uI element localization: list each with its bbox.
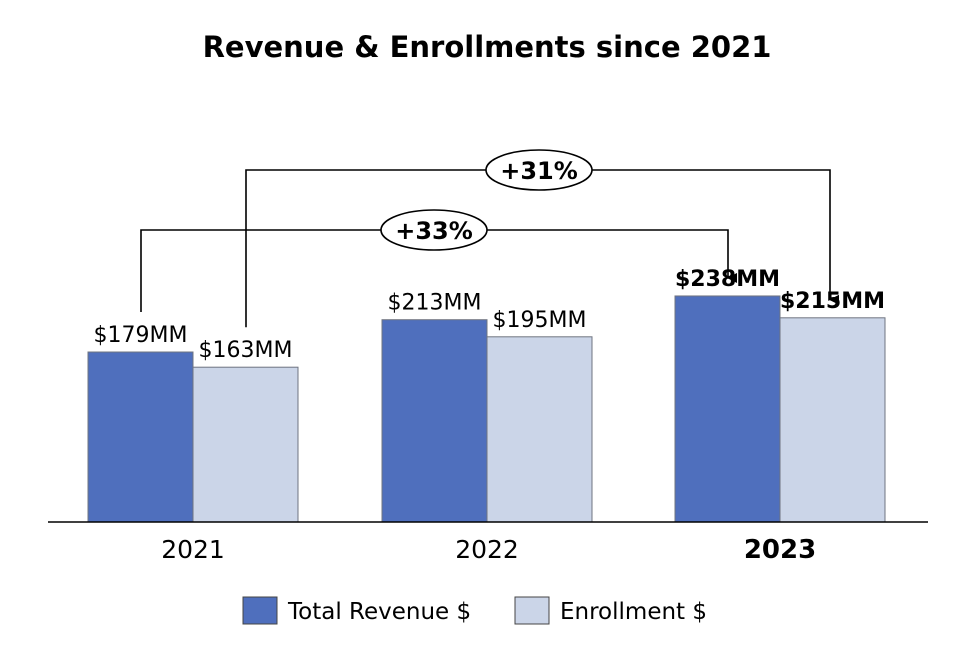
bar-total-revenue-2022 — [381, 319, 488, 523]
growth-badge — [485, 149, 593, 191]
x-tick-2022: 2022 — [455, 535, 519, 564]
growth-badge-label: +33% — [395, 217, 473, 245]
data-label-enrollment-2021: $163MM — [199, 338, 293, 363]
data-label-total-revenue-2022: $213MM — [388, 291, 482, 316]
growth-badge-label: +31% — [500, 157, 578, 185]
legend-swatch-enrollment — [514, 596, 550, 625]
bar-total-revenue-2021 — [87, 351, 194, 523]
data-label-enrollment-2023: $215MM — [780, 289, 885, 314]
legend: Total Revenue $ Enrollment $ — [242, 596, 707, 625]
growth-badge — [380, 209, 488, 251]
value-labels: $179MM $213MM $238MM $163MM $195MM $215MM — [94, 267, 885, 363]
bar-total-revenue-2023 — [674, 295, 781, 523]
bar-enrollment-2023 — [779, 317, 886, 523]
bar-group — [87, 295, 886, 523]
bar-enrollment-2022 — [486, 336, 593, 523]
data-label-total-revenue-2021: $179MM — [94, 323, 188, 348]
x-tick-2023: 2023 — [744, 535, 816, 565]
bar-enrollment-2021 — [192, 366, 299, 523]
growth-annotations: +31% +33% — [140, 149, 839, 328]
legend-label-total-revenue: Total Revenue $ — [287, 599, 471, 625]
legend-label-enrollment: Enrollment $ — [560, 599, 707, 625]
data-label-total-revenue-2023: $238MM — [675, 267, 780, 292]
x-axis-ticks: 2021 2022 2023 — [161, 535, 816, 565]
legend-swatch-total-revenue — [242, 596, 278, 625]
chart-title: Revenue & Enrollments since 2021 — [203, 30, 772, 64]
x-tick-2021: 2021 — [161, 535, 225, 564]
data-label-enrollment-2022: $195MM — [493, 308, 587, 333]
